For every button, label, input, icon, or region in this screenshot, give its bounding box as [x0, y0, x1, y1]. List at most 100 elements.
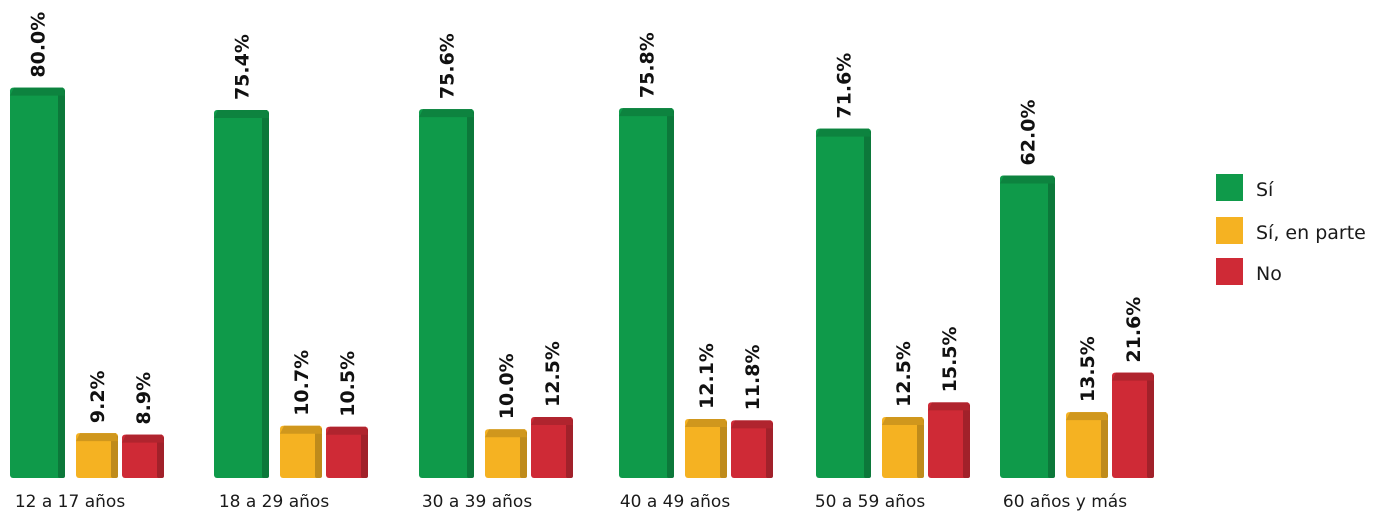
bar-front-face: [619, 108, 674, 478]
bar-front-face: [1000, 175, 1055, 478]
bar-side-face: [1101, 414, 1108, 478]
category-label-2: 18 a 29 años: [219, 492, 329, 512]
bar-side-face: [1048, 177, 1055, 478]
bar-top-face: [419, 109, 474, 118]
bar-side-face: [467, 111, 474, 479]
legend-label-si: Sí: [1256, 179, 1274, 201]
bar-front-face: [882, 417, 924, 478]
bar-si-3: [419, 109, 474, 479]
bar-front-face: [76, 433, 118, 478]
bar-top-face: [731, 420, 773, 429]
value-label-si-en-parte-4: 12.1%: [696, 343, 718, 409]
value-label-no-2: 10.5%: [337, 351, 359, 417]
legend-label-si-en-parte: Sí, en parte: [1256, 222, 1366, 244]
bar-front-face: [280, 425, 322, 478]
bar-front-face: [419, 109, 474, 479]
bar-side-face: [262, 112, 269, 478]
bar-front-face: [10, 87, 65, 478]
bar-top-face: [816, 128, 871, 137]
bar-si-4: [619, 108, 674, 478]
bar-si-5: [816, 128, 871, 479]
bar-si-en-parte-5: [882, 417, 924, 478]
bar-side-face: [667, 110, 674, 478]
value-label-si-en-parte-6: 13.5%: [1077, 336, 1099, 402]
bar-front-face: [485, 429, 527, 478]
bar-front-face: [731, 420, 773, 478]
bar-top-face: [1066, 412, 1108, 421]
value-label-si-en-parte-3: 10.0%: [496, 353, 518, 419]
bar-side-face: [157, 436, 164, 478]
bar-top-face: [685, 418, 727, 427]
bar-top-face: [1112, 372, 1154, 381]
bar-top-face: [122, 434, 164, 443]
bar-side-face: [720, 420, 727, 478]
bar-top-face: [882, 417, 924, 425]
category-labels-layer: 12 a 17 años 18 a 29 años 30 a 39 años 40 a…: [15, 492, 1127, 512]
bar-top-face: [1000, 175, 1055, 184]
bar-side-face: [58, 89, 65, 478]
bar-side-face: [520, 431, 527, 478]
bar-top-face: [214, 110, 269, 119]
bar-front-face: [816, 128, 871, 479]
bar-si-1: [10, 87, 65, 478]
category-label-4: 40 a 49 años: [620, 492, 730, 512]
bar-front-face: [122, 434, 164, 478]
value-label-si-4: 75.8%: [637, 32, 659, 98]
value-label-si-en-parte-2: 10.7%: [291, 350, 313, 416]
value-label-no-1: 8.9%: [133, 372, 155, 425]
value-label-no-5: 15.5%: [939, 326, 961, 392]
bar-front-face: [1112, 372, 1154, 478]
bar-side-face: [766, 422, 773, 478]
bar-si-en-parte-3: [485, 429, 527, 478]
bar-top-face: [326, 426, 368, 435]
bar-top-face: [76, 433, 118, 442]
bar-side-face: [1147, 374, 1154, 478]
bar-no-4: [731, 420, 773, 478]
bar-top-face: [928, 402, 970, 411]
bar-no-5: [928, 402, 970, 478]
value-label-no-4: 11.8%: [742, 344, 764, 410]
bar-si-en-parte-2: [280, 425, 322, 478]
category-label-6: 60 años y más: [1003, 492, 1127, 512]
bar-top-face: [485, 429, 527, 438]
value-label-si-2: 75.4%: [232, 34, 254, 100]
bar-front-face: [1066, 412, 1108, 478]
value-label-no-6: 21.6%: [1123, 297, 1145, 363]
legend-swatch-si-en-parte: [1216, 217, 1243, 244]
bar-top-face: [10, 87, 65, 96]
bar-no-1: [122, 434, 164, 478]
bar-top-face: [280, 425, 322, 434]
bar-top-face: [619, 108, 674, 117]
bar-side-face: [864, 130, 871, 479]
bar-si-2: [214, 110, 269, 478]
category-label-1: 12 a 17 años: [15, 492, 125, 512]
bar-side-face: [361, 428, 368, 478]
value-label-si-3: 75.6%: [437, 33, 459, 99]
chart-legend: Sí Sí, en parte No: [1216, 174, 1366, 285]
value-label-si-en-parte-1: 9.2%: [87, 370, 109, 423]
value-label-si-en-parte-5: 12.5%: [893, 341, 915, 407]
bar-no-2: [326, 426, 368, 478]
bar-si-en-parte-6: [1066, 412, 1108, 478]
value-labels-layer: 80.0% 9.2% 8.9% 75.4% 10.7% 10.5% 75.6% 10.0% 12…: [28, 12, 1146, 425]
category-label-5: 50 a 59 años: [815, 492, 925, 512]
bar-side-face: [111, 435, 118, 478]
bar-front-face: [214, 110, 269, 478]
bar-front-face: [928, 402, 970, 478]
bar-side-face: [315, 427, 322, 478]
legend-label-no: No: [1256, 263, 1282, 285]
bars-layer: [10, 87, 1154, 479]
bar-no-3: [531, 417, 573, 478]
bar-front-face: [531, 417, 573, 478]
bar-front-face: [685, 418, 727, 478]
value-label-no-3: 12.5%: [542, 341, 564, 407]
legend-swatch-si: [1216, 174, 1243, 201]
bar-si-en-parte-1: [76, 433, 118, 478]
bar-side-face: [917, 419, 924, 478]
bar-si-6: [1000, 175, 1055, 478]
bar-front-face: [326, 426, 368, 478]
category-label-3: 30 a 39 años: [422, 492, 532, 512]
legend-swatch-no: [1216, 258, 1243, 285]
bar-si-en-parte-4: [685, 418, 727, 478]
